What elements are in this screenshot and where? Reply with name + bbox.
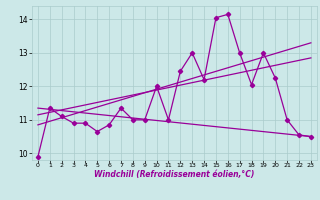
X-axis label: Windchill (Refroidissement éolien,°C): Windchill (Refroidissement éolien,°C) xyxy=(94,170,255,179)
